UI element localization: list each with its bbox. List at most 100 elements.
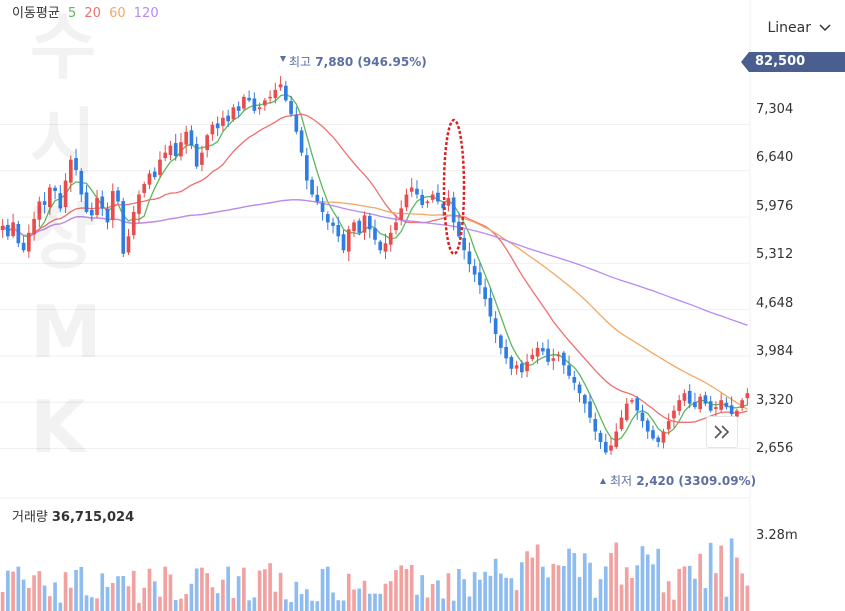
candle-body <box>184 131 189 145</box>
candle-body <box>724 402 729 408</box>
candle-body <box>89 209 94 216</box>
volume-bar <box>588 562 592 611</box>
chevron-down-icon <box>819 24 831 32</box>
volume-bar <box>189 583 194 611</box>
candle-body <box>289 101 293 115</box>
y-tick: 4,648 <box>756 296 794 311</box>
volume-bar <box>210 587 215 611</box>
candle-body <box>221 117 225 126</box>
volume-bar <box>357 588 362 611</box>
candle-body <box>367 215 372 230</box>
ma5-legend[interactable]: 5 <box>67 6 77 21</box>
candle-body <box>467 251 472 265</box>
candle-body <box>137 194 141 214</box>
volume-bar <box>6 570 10 611</box>
candle-body <box>189 130 194 146</box>
candle-body <box>126 236 131 253</box>
candle-body <box>687 390 692 404</box>
volume-bar <box>32 575 36 611</box>
volume-bar <box>95 598 99 611</box>
volume-bar <box>11 571 15 611</box>
volume-bar <box>729 538 734 611</box>
candle-body <box>520 363 524 373</box>
candle-body <box>729 405 734 415</box>
candle-body <box>84 192 89 212</box>
volume-bar <box>0 591 5 611</box>
volume-bar <box>598 579 603 611</box>
candle-body <box>630 400 634 402</box>
candle-body <box>247 97 251 101</box>
volume-bar <box>263 569 267 611</box>
volume-bar <box>173 600 178 611</box>
candle-body <box>588 401 592 418</box>
scale-select[interactable]: Linear <box>767 20 831 36</box>
y-tick: 7,304 <box>756 102 794 117</box>
volume-bar <box>247 600 251 611</box>
volume-value: 36,715,024 <box>51 510 135 525</box>
volume-bar <box>493 558 498 611</box>
volume-bar <box>367 593 372 611</box>
volume-bar <box>577 577 582 611</box>
candle-body <box>457 221 461 237</box>
volume-bar <box>110 583 115 611</box>
candle-body <box>152 171 157 178</box>
volume-bar <box>152 581 157 611</box>
volume-bar <box>703 588 708 611</box>
ma60-legend[interactable]: 60 <box>109 6 126 21</box>
volume-bar <box>184 594 189 611</box>
volume-bar <box>462 579 466 611</box>
candle-body <box>294 114 299 132</box>
candle-body <box>194 143 199 167</box>
volume-bar <box>373 593 377 611</box>
volume-bar <box>37 571 42 611</box>
volume-bar <box>315 601 320 611</box>
candle-body <box>682 393 687 401</box>
candle-body <box>242 96 246 109</box>
volume-bar <box>672 599 676 611</box>
volume-bar <box>105 586 110 611</box>
volume-bar <box>362 580 367 611</box>
candle-body <box>252 98 257 111</box>
volume-bar <box>572 553 577 611</box>
candle-body <box>331 222 335 226</box>
volume-bar <box>147 568 152 611</box>
volume-bar <box>687 565 692 611</box>
candle-body <box>100 196 105 209</box>
volume-bar <box>226 566 230 611</box>
candle-body <box>593 418 598 432</box>
candle-body <box>388 232 393 245</box>
volume-bar <box>221 579 225 611</box>
ma120-legend[interactable]: 120 <box>133 6 159 21</box>
candle-body <box>168 145 173 156</box>
low-label: 최저 <box>610 474 633 488</box>
candle-body <box>304 155 309 181</box>
candle-body <box>661 431 666 443</box>
y-tick: 2,656 <box>756 441 794 456</box>
candle-body <box>645 420 650 432</box>
candle-body <box>378 241 383 251</box>
volume-bar <box>27 588 31 611</box>
candle-body <box>215 123 220 129</box>
volume-bar <box>137 602 141 611</box>
scroll-latest-button[interactable] <box>706 416 738 448</box>
volume-bar <box>693 578 697 611</box>
volume-bar <box>740 573 744 611</box>
candle-body <box>624 403 629 421</box>
candle-body <box>404 194 409 208</box>
volume-bar <box>567 548 571 611</box>
volume-bar <box>194 568 199 611</box>
candle-body <box>226 115 230 122</box>
candle-body <box>745 393 750 399</box>
volume-bar <box>457 569 461 611</box>
candle-body <box>488 297 493 317</box>
candle-body <box>63 180 68 207</box>
volume-bar <box>383 583 388 611</box>
candle-body <box>163 152 168 159</box>
volume-bar <box>651 564 655 611</box>
candle-body <box>121 201 126 254</box>
candle-body <box>325 214 330 223</box>
ma20-legend[interactable]: 20 <box>84 6 101 21</box>
volume-bar <box>79 566 84 611</box>
volume-bar <box>42 585 47 611</box>
